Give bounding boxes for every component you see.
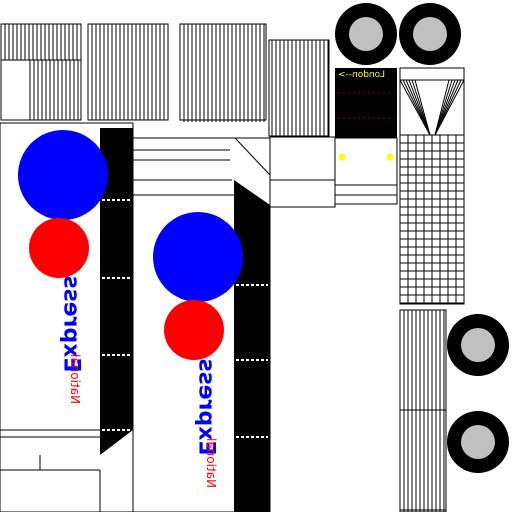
logo-left <box>18 130 108 278</box>
operator-word-left: National <box>68 353 83 405</box>
red-disc-logo <box>29 218 89 278</box>
operator-word-right: National <box>204 437 219 489</box>
rear-grid-panel <box>399 67 465 512</box>
destination-display: London--> <box>338 70 386 80</box>
headlight-icon <box>338 153 346 161</box>
wheel-icon <box>447 411 509 473</box>
red-disc-logo <box>164 300 224 360</box>
logo-right <box>153 212 243 360</box>
roof-stripes-right <box>271 40 329 136</box>
roof-stripes-second <box>91 24 169 120</box>
roof-stripes-middle <box>183 24 265 122</box>
blue-disc-logo <box>18 130 108 220</box>
roof-stripes-left <box>4 24 79 120</box>
window-dividers-right <box>236 284 268 438</box>
wheel-icon <box>447 314 509 376</box>
wheel-icon <box>399 3 461 65</box>
wheels <box>335 3 509 473</box>
front-panel <box>269 68 398 208</box>
blue-disc-logo <box>153 212 243 302</box>
wheel-icon <box>335 3 397 65</box>
headlight-icon <box>386 153 394 161</box>
